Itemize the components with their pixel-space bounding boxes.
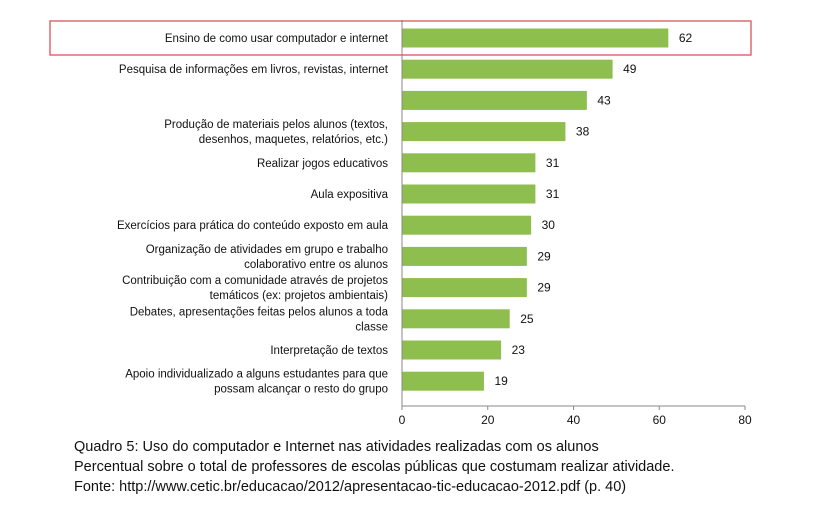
bar-value-label: 62 (679, 31, 693, 45)
caption-subtitle: Percentual sobre o total de professores … (74, 459, 675, 475)
category-label: Organização de atividades em grupo e tra… (146, 244, 388, 256)
bar-value-label: 29 (537, 281, 551, 295)
bar (402, 28, 669, 48)
bar-chart: 0 20 40 60 80 62 Ensino de como usar computado… (49, 20, 752, 427)
category-label: Apoio individualizado a alguns estudante… (125, 369, 388, 381)
category-label: classe (355, 321, 388, 333)
caption-source: Fonte: http://www.cetic.br/educacao/2012… (74, 479, 627, 495)
bar (402, 90, 587, 110)
figure-caption: Quadro 5: Uso do computador e Internet n… (74, 437, 814, 497)
category-label: Pesquisa de informações em livros, revis… (119, 64, 389, 76)
bar (402, 122, 566, 142)
bar-value-label: 23 (512, 343, 526, 357)
bar (402, 184, 536, 204)
bar (402, 246, 527, 266)
category-label: desenhos, maquetes, relatórios, etc.) (199, 134, 388, 146)
bar-value-label: 43 (597, 93, 611, 107)
category-label: Produção de materiais pelos alunos (text… (164, 119, 388, 131)
bar (402, 215, 532, 235)
bar (402, 371, 484, 391)
category-label: Aula expositiva (311, 189, 389, 201)
x-tick-label: 0 (399, 413, 406, 427)
bar-value-label: 29 (537, 249, 551, 263)
bar-value-label: 19 (494, 374, 508, 388)
highlight-box (49, 20, 752, 56)
bar (402, 59, 613, 79)
category-label: Interpretação de textos (270, 345, 388, 357)
bar-value-label: 38 (576, 125, 590, 139)
category-label: Debates, apresentações feitas pelos alun… (130, 306, 389, 318)
bar-value-label: 31 (546, 156, 560, 170)
bar-value-label: 25 (520, 312, 534, 326)
bar-value-label: 30 (542, 218, 556, 232)
category-label: temáticos (ex: projetos ambientais) (210, 290, 388, 302)
category-label: Exercícios para prática do conteúdo expo… (117, 220, 389, 232)
x-tick-label: 40 (567, 413, 581, 427)
category-label: Realizar jogos educativos (257, 158, 388, 170)
x-tick-label: 80 (738, 413, 752, 427)
bar-value-label: 49 (623, 62, 637, 76)
bar-value-label: 31 (546, 187, 560, 201)
category-label: Contribuição com a comunidade através de… (122, 275, 388, 287)
category-label: colaborativo entre os alunos (244, 259, 388, 271)
category-label: Ensino de como usar computador e interne… (165, 33, 389, 45)
bar (402, 153, 536, 173)
bar (402, 278, 527, 298)
x-tick-label: 60 (653, 413, 667, 427)
x-tick-label: 20 (481, 413, 495, 427)
category-label: possam alcançar o resto do grupo (214, 384, 388, 396)
bar (402, 340, 502, 360)
bar (402, 309, 510, 329)
caption-title: Quadro 5: Uso do computador e Internet n… (74, 439, 599, 455)
